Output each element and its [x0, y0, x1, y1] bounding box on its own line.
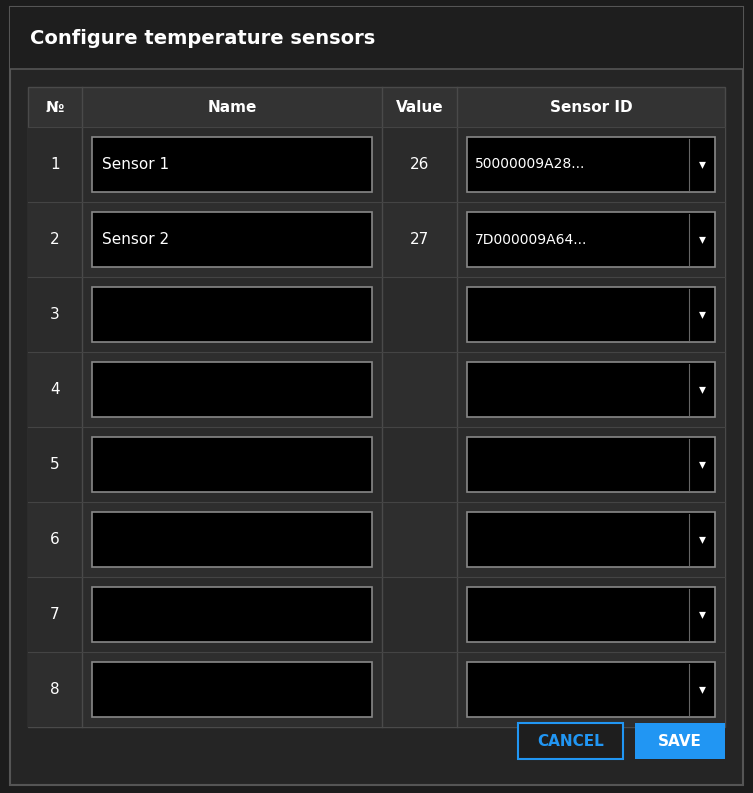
Bar: [28, 202, 725, 277]
Text: Configure temperature sensors: Configure temperature sensors: [30, 29, 375, 48]
Bar: [28, 652, 725, 727]
Text: SAVE: SAVE: [658, 734, 702, 749]
Bar: [467, 587, 715, 642]
Bar: [467, 437, 715, 492]
Bar: [92, 362, 372, 417]
Text: ▾: ▾: [699, 607, 706, 622]
Bar: [467, 287, 715, 342]
Text: 8: 8: [50, 682, 59, 697]
Bar: [92, 137, 372, 192]
Text: 26: 26: [410, 157, 429, 172]
Bar: [467, 362, 715, 417]
Text: ▾: ▾: [699, 158, 706, 171]
Text: Sensor 1: Sensor 1: [102, 157, 169, 172]
Text: 7: 7: [50, 607, 59, 622]
Bar: [28, 352, 725, 427]
Bar: [28, 577, 725, 652]
Text: Sensor ID: Sensor ID: [550, 99, 633, 114]
Bar: [28, 427, 725, 502]
Bar: [28, 87, 725, 127]
Bar: [28, 127, 725, 202]
Bar: [28, 277, 725, 352]
Text: №: №: [46, 99, 64, 114]
Bar: [467, 512, 715, 567]
Bar: [92, 287, 372, 342]
Text: Name: Name: [207, 99, 257, 114]
Text: ▾: ▾: [699, 308, 706, 321]
Text: 27: 27: [410, 232, 429, 247]
Text: Value: Value: [395, 99, 444, 114]
Text: Sensor 2: Sensor 2: [102, 232, 169, 247]
Text: ▾: ▾: [699, 458, 706, 472]
Bar: [92, 212, 372, 267]
Bar: [92, 587, 372, 642]
Text: ▾: ▾: [699, 533, 706, 546]
Text: 6: 6: [50, 532, 60, 547]
Bar: [28, 502, 725, 577]
Bar: [467, 212, 715, 267]
Bar: [518, 723, 623, 759]
Bar: [467, 137, 715, 192]
Bar: [92, 512, 372, 567]
Bar: [635, 723, 725, 759]
Text: 5: 5: [50, 457, 59, 472]
Text: ▾: ▾: [699, 232, 706, 247]
Bar: [92, 437, 372, 492]
Text: 2: 2: [50, 232, 59, 247]
Bar: [28, 87, 725, 727]
Text: ▾: ▾: [699, 382, 706, 396]
Text: ▾: ▾: [699, 683, 706, 696]
Text: 3: 3: [50, 307, 60, 322]
Text: 4: 4: [50, 382, 59, 397]
Bar: [92, 662, 372, 717]
Text: CANCEL: CANCEL: [537, 734, 604, 749]
Bar: [10, 7, 743, 69]
Text: 1: 1: [50, 157, 59, 172]
Text: 7D000009A64...: 7D000009A64...: [475, 232, 587, 247]
Bar: [467, 662, 715, 717]
Text: 50000009A28...: 50000009A28...: [475, 158, 585, 171]
